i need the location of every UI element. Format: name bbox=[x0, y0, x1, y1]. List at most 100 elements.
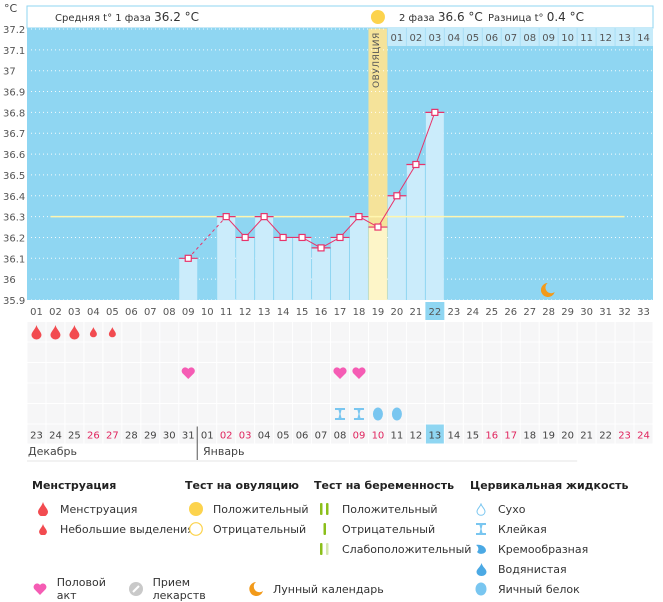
temperature-line-segment bbox=[377, 195, 398, 228]
marker-cell bbox=[539, 404, 558, 424]
calendar-date: 15 bbox=[466, 431, 479, 442]
x-tick-label: 05 bbox=[106, 307, 119, 318]
legend-cervical-fluid: Цервикальная жидкость Сухо Клейкая Кремо… bbox=[470, 479, 628, 599]
marker-cell bbox=[312, 363, 331, 383]
marker-cell bbox=[293, 342, 312, 362]
marker-cell bbox=[634, 322, 653, 342]
marker-cell bbox=[482, 404, 501, 424]
x-tick-label: 18 bbox=[353, 307, 366, 318]
marker-cell bbox=[596, 322, 615, 342]
marker-cell bbox=[615, 363, 634, 383]
marker-cell bbox=[274, 363, 293, 383]
date-cell bbox=[520, 424, 539, 444]
pregnancy-negative-icon bbox=[314, 523, 336, 535]
egg-white-icon bbox=[391, 407, 402, 421]
legend-item: Менструация bbox=[32, 499, 194, 519]
marker-cell bbox=[198, 363, 217, 383]
calendar-date: 19 bbox=[542, 431, 555, 442]
date-cell bbox=[217, 424, 236, 444]
luteal-day-label: 14 bbox=[637, 33, 650, 44]
date-cell bbox=[406, 424, 425, 444]
marker-cell bbox=[274, 404, 293, 424]
marker-cell bbox=[596, 363, 615, 383]
marker-cell bbox=[293, 404, 312, 424]
calendar-date: 12 bbox=[410, 431, 423, 442]
date-cell bbox=[331, 424, 349, 444]
marker-cell bbox=[425, 383, 444, 403]
calendar-date: 20 bbox=[561, 431, 574, 442]
menstruation-icon bbox=[31, 325, 42, 340]
calendar-date: 28 bbox=[125, 431, 138, 442]
menstruation-icon bbox=[69, 325, 80, 340]
marker-cell bbox=[46, 342, 65, 362]
temperature-bar bbox=[349, 216, 368, 300]
marker-cell bbox=[46, 383, 65, 403]
date-cell bbox=[349, 424, 368, 444]
sun-outline-icon bbox=[185, 522, 207, 536]
marker-cell bbox=[198, 404, 217, 424]
temperature-point bbox=[393, 192, 401, 200]
legend-item: Отрицательный bbox=[185, 519, 309, 539]
marker-cell bbox=[65, 404, 84, 424]
x-tick-label: 13 bbox=[258, 307, 271, 318]
date-cell bbox=[482, 424, 501, 444]
calendar-date: 31 bbox=[182, 431, 195, 442]
x-tick-label: 22 bbox=[428, 307, 441, 318]
marker-cell bbox=[539, 342, 558, 362]
marker-cell bbox=[236, 404, 255, 424]
date-cell bbox=[198, 424, 217, 444]
marker-cell bbox=[255, 342, 274, 362]
marker-cell bbox=[236, 383, 255, 403]
marker-cell bbox=[84, 383, 103, 403]
y-tick-label: 35.9 bbox=[3, 296, 25, 307]
marker-cell bbox=[179, 342, 198, 362]
marker-cell bbox=[558, 363, 577, 383]
heart-icon bbox=[352, 367, 366, 379]
marker-cell bbox=[482, 383, 501, 403]
marker-cell bbox=[444, 363, 463, 383]
y-tick-label: 36.5 bbox=[3, 171, 25, 182]
marker-cell bbox=[463, 363, 482, 383]
x-tick-label: 10 bbox=[201, 307, 214, 318]
marker-cell bbox=[444, 322, 463, 342]
y-tick-label: 36.4 bbox=[3, 192, 25, 203]
marker-cell bbox=[27, 404, 46, 424]
legend-label: Небольшие выделения bbox=[60, 522, 194, 536]
sticky-icon bbox=[353, 408, 364, 420]
marker-cell bbox=[615, 342, 634, 362]
legend-label: Яичный белок bbox=[498, 582, 580, 596]
calendar-date: 24 bbox=[49, 431, 62, 442]
marker-cell bbox=[312, 342, 331, 362]
marker-cell bbox=[425, 363, 444, 383]
temperature-bar bbox=[236, 237, 255, 300]
x-tick-label: 17 bbox=[334, 307, 347, 318]
marker-cell bbox=[596, 383, 615, 403]
marker-cell bbox=[27, 383, 46, 403]
date-cell bbox=[65, 424, 84, 444]
sun-filled-icon bbox=[185, 502, 207, 516]
legend-label: Кремообразная bbox=[498, 542, 589, 556]
legend-item: Положительный bbox=[185, 499, 309, 519]
legend-item: Прием лекарств bbox=[125, 576, 245, 602]
calendar-date: 24 bbox=[637, 431, 650, 442]
temperature-point bbox=[336, 233, 344, 242]
legend-label: Клейкая bbox=[498, 522, 547, 536]
blood-drop-icon bbox=[32, 502, 54, 516]
marker-cell bbox=[217, 404, 236, 424]
x-tick-label: 28 bbox=[542, 307, 555, 318]
marker-cell bbox=[634, 342, 653, 362]
date-cell bbox=[293, 424, 312, 444]
luteal-day-label: 09 bbox=[542, 33, 555, 44]
marker-cell bbox=[312, 404, 331, 424]
temperature-point bbox=[184, 254, 192, 262]
legend-label: Лунный календарь bbox=[273, 582, 384, 596]
marker-cell bbox=[274, 322, 293, 342]
marker-cell bbox=[577, 383, 596, 403]
marker-cell bbox=[46, 404, 65, 424]
marker-cell bbox=[65, 383, 84, 403]
x-tick-label: 08 bbox=[163, 307, 176, 318]
x-tick-label: 01 bbox=[30, 307, 43, 318]
x-tick-label: 03 bbox=[68, 307, 81, 318]
legend-label: Отрицательный bbox=[342, 522, 436, 536]
marker-cell bbox=[406, 363, 425, 383]
